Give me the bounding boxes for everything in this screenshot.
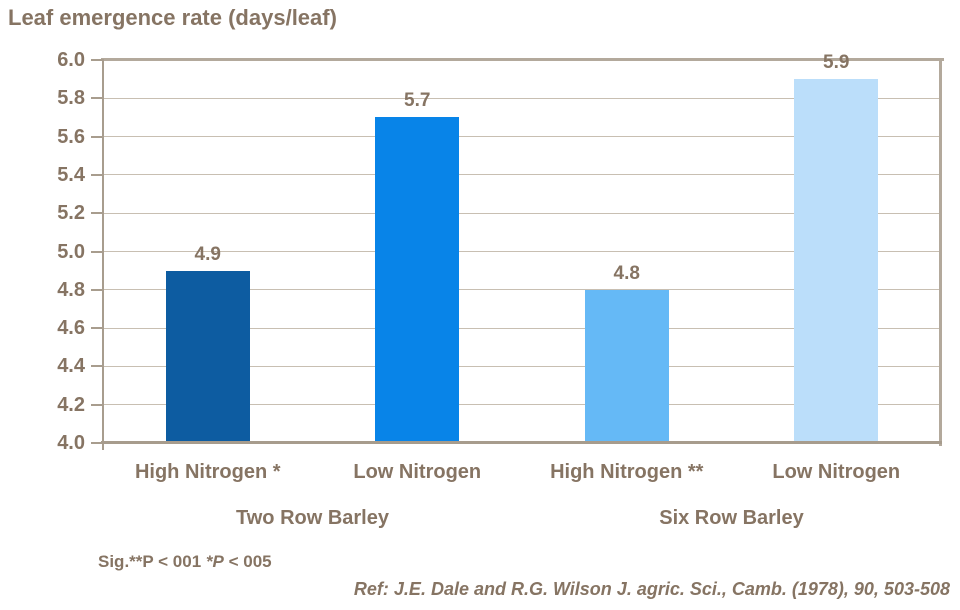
y-tick-label: 4.4 [57,355,85,378]
group-label: Six Row Barley [659,507,804,529]
plot-border-right [939,58,942,446]
gridline [103,97,940,99]
bar [584,289,669,442]
bar [165,270,250,442]
gridline [103,136,940,138]
gridline [103,327,940,329]
y-tick-mark [91,403,102,406]
y-tick-label: 5.2 [57,202,85,225]
group-label: Two Row Barley [236,507,389,529]
y-tick-label: 5.6 [57,125,85,148]
bar-value-label: 5.7 [404,90,431,112]
bar [375,117,460,442]
gridline [103,365,940,367]
y-tick-mark [91,365,102,368]
bar-value-label: 5.9 [823,52,850,74]
significance-note-italic: *P [205,552,224,571]
y-tick-mark [91,250,102,253]
category-label: High Nitrogen ** [550,461,704,483]
gridline [103,174,940,176]
y-tick-mark [91,288,102,291]
bar-value-label: 4.8 [613,262,640,284]
y-tick-label: 5.4 [57,163,85,186]
category-label: High Nitrogen * [134,461,281,483]
y-tick-mark [91,97,102,100]
chart-title: Leaf emergence rate (days/leaf) [8,5,337,30]
significance-note: Sig.**P < 001 *P < 005 [98,552,272,572]
y-tick-label: 5.0 [57,240,85,263]
y-tick-mark [91,59,102,61]
y-tick-label: 4.0 [57,432,85,454]
bar-value-label: 4.9 [194,243,221,265]
y-tick-mark [91,212,102,215]
significance-note-suffix: < 005 [223,552,272,571]
significance-note-prefix: Sig.**P < 001 [98,552,206,571]
y-tick-label: 6.0 [57,49,85,71]
gridline [103,289,940,291]
plot-border-top [101,58,944,61]
gridline [103,251,940,252]
y-tick-mark [91,135,102,138]
category-label: Low Nitrogen [353,461,482,483]
y-tick-mark [91,327,102,330]
gridline [103,404,940,406]
reference-note: Ref: J.E. Dale and R.G. Wilson J. agric.… [353,579,950,599]
y-tick-label: 4.8 [57,278,85,301]
category-label: Low Nitrogen [772,461,901,483]
y-tick-label: 4.2 [57,393,85,416]
y-tick-label: 4.6 [57,317,85,340]
y-tick-label: 5.8 [57,87,85,110]
y-tick-mark [91,442,102,444]
y-tick-mark [91,173,102,176]
y-axis-line [102,59,104,450]
bar [794,79,879,442]
x-axis-line [101,441,942,444]
gridline [103,212,940,214]
